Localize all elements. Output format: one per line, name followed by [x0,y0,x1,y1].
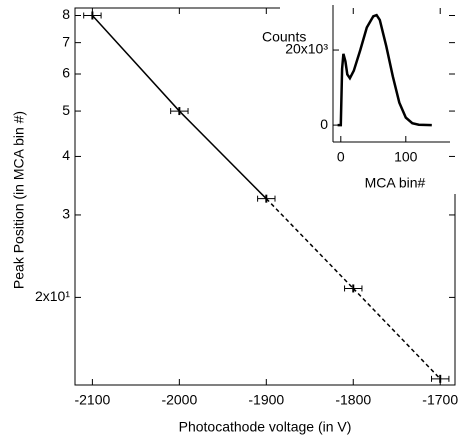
x-tick-label: -1800 [335,392,371,408]
x-tick-label: 100 [394,149,418,165]
x-tick-label: -1700 [422,392,458,408]
x-tick-label: -2000 [161,392,197,408]
fit-line [91,14,180,112]
x-tick-label: 0 [337,149,345,165]
fit-line [265,198,354,289]
x-tick-label: -2100 [74,392,110,408]
inset-x-label: MCA bin# [365,175,426,191]
fit-line [178,110,267,200]
plot-frame [74,7,456,386]
inset-background [280,2,460,194]
y-tick-label: 7 [62,33,70,49]
y-tick-label: 2x10¹ [35,288,70,304]
y-tick-label: 0 [320,116,328,132]
y-tick-label: 6 [62,65,70,81]
y-tick-label: 5 [62,102,70,118]
fit-line [352,287,441,380]
inset-y-label: Counts [262,29,306,45]
y-tick-label: 20x10³ [285,41,328,57]
spectrum-line [337,13,432,127]
x-tick-label: -1900 [248,392,284,408]
y-tick-label: 4 [62,147,70,163]
y-axis-label: Peak Position (in MCA bin #) [11,111,27,289]
x-axis-label: Photocathode voltage (in V) [179,419,352,435]
y-tick-label: 3 [62,206,70,222]
y-tick-label: 8 [62,6,70,22]
